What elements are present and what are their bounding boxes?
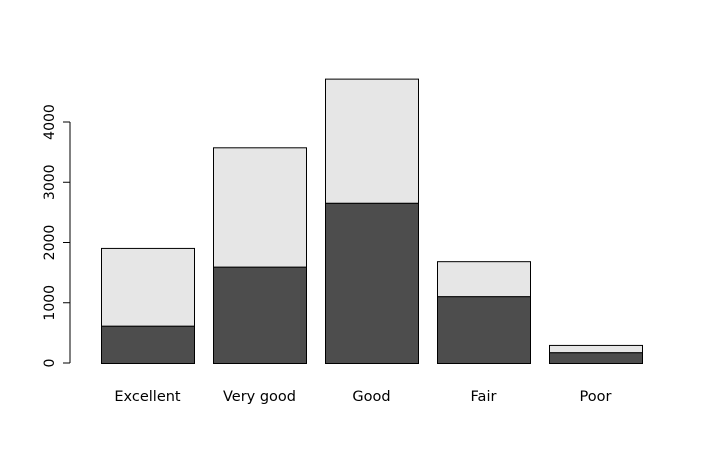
- bar-segment-lower: [549, 352, 643, 364]
- x-category-label: Good: [352, 389, 390, 405]
- bar-segment-lower: [437, 296, 531, 364]
- y-tick-label: 3000: [42, 164, 58, 200]
- y-tick-label: 0: [42, 359, 58, 368]
- bars: [101, 78, 643, 365]
- x-category-label: Excellent: [114, 389, 181, 405]
- bar-segment-upper: [549, 344, 643, 354]
- bar-segment-lower: [213, 266, 307, 365]
- bar-segment-upper: [213, 147, 307, 268]
- x-axis-labels: Excellent Very good Good Fair Poor: [114, 389, 611, 405]
- bar-segment-lower: [101, 325, 195, 364]
- x-category-label: Very good: [223, 389, 296, 405]
- bar-segment-upper: [101, 247, 195, 327]
- bar-segment-upper: [325, 78, 419, 204]
- y-tick-label: 1000: [42, 285, 58, 321]
- x-category-label: Poor: [580, 389, 612, 405]
- bar-segment-upper: [437, 261, 531, 298]
- x-category-label: Fair: [471, 389, 497, 405]
- y-axis: 0 1000 2000 3000 4000: [42, 104, 71, 368]
- bar-segment-lower: [325, 202, 419, 364]
- y-tick-label: 2000: [42, 225, 58, 261]
- y-tick-label: 4000: [42, 104, 58, 140]
